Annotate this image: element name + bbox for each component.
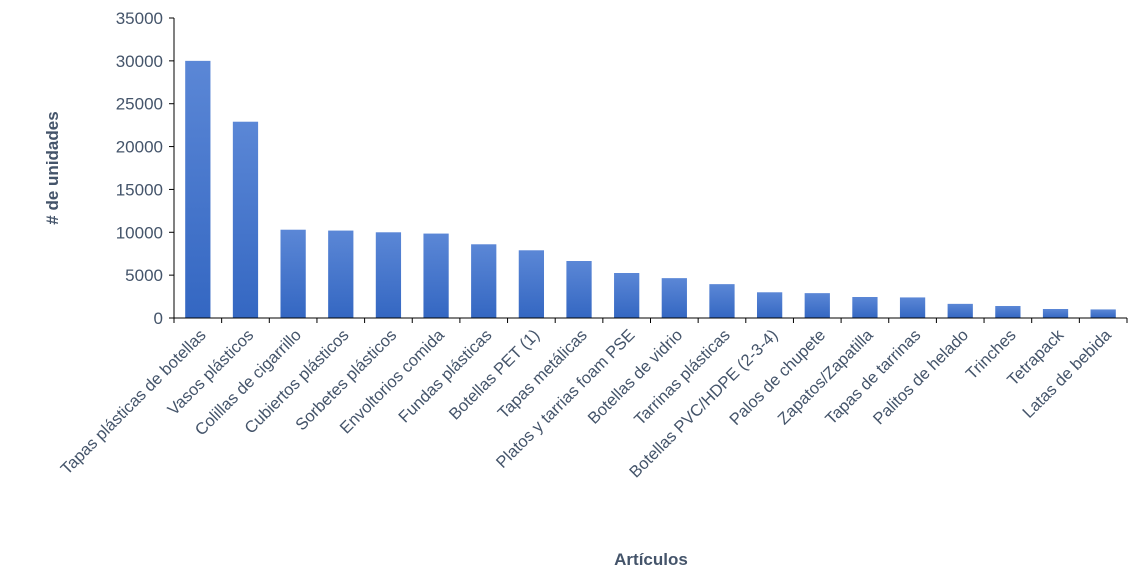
bar [1042,309,1069,318]
bar [947,303,973,318]
bar [995,306,1021,318]
y-tick-label: 30000 [116,52,163,71]
y-ticks: 0 5000 10000 15000 20000 25000 30000 35000 [116,9,174,328]
y-tick-label: 15000 [116,180,163,199]
x-axis-title: Artículos [614,550,688,569]
bar [804,293,830,318]
bars-layer [185,60,1116,318]
bar [709,284,735,318]
y-tick-label: 10000 [116,223,163,242]
bar [375,232,402,318]
bar [566,261,592,318]
axes-layer [173,18,1127,319]
bar [423,233,449,318]
y-axis-title: # de unidades [43,111,62,224]
bar [614,273,640,318]
bar [899,297,926,318]
y-tick-label: 25000 [116,95,163,114]
y-tick-label: 0 [154,309,163,328]
bar [1090,309,1116,318]
y-tick-label: 5000 [125,266,163,285]
x-tick-label: Vasos plásticos [164,326,257,419]
bar [280,229,306,318]
bar [852,297,878,318]
bar [185,60,211,318]
bar [661,278,687,318]
y-tick-label: 35000 [116,9,163,28]
bar [756,292,783,318]
y-tick-label: 20000 [116,138,163,157]
bar [471,244,497,318]
bar [518,250,545,318]
x-tick-label: Latas de bebida [1019,326,1115,422]
bar [232,121,259,318]
bar [328,230,354,318]
